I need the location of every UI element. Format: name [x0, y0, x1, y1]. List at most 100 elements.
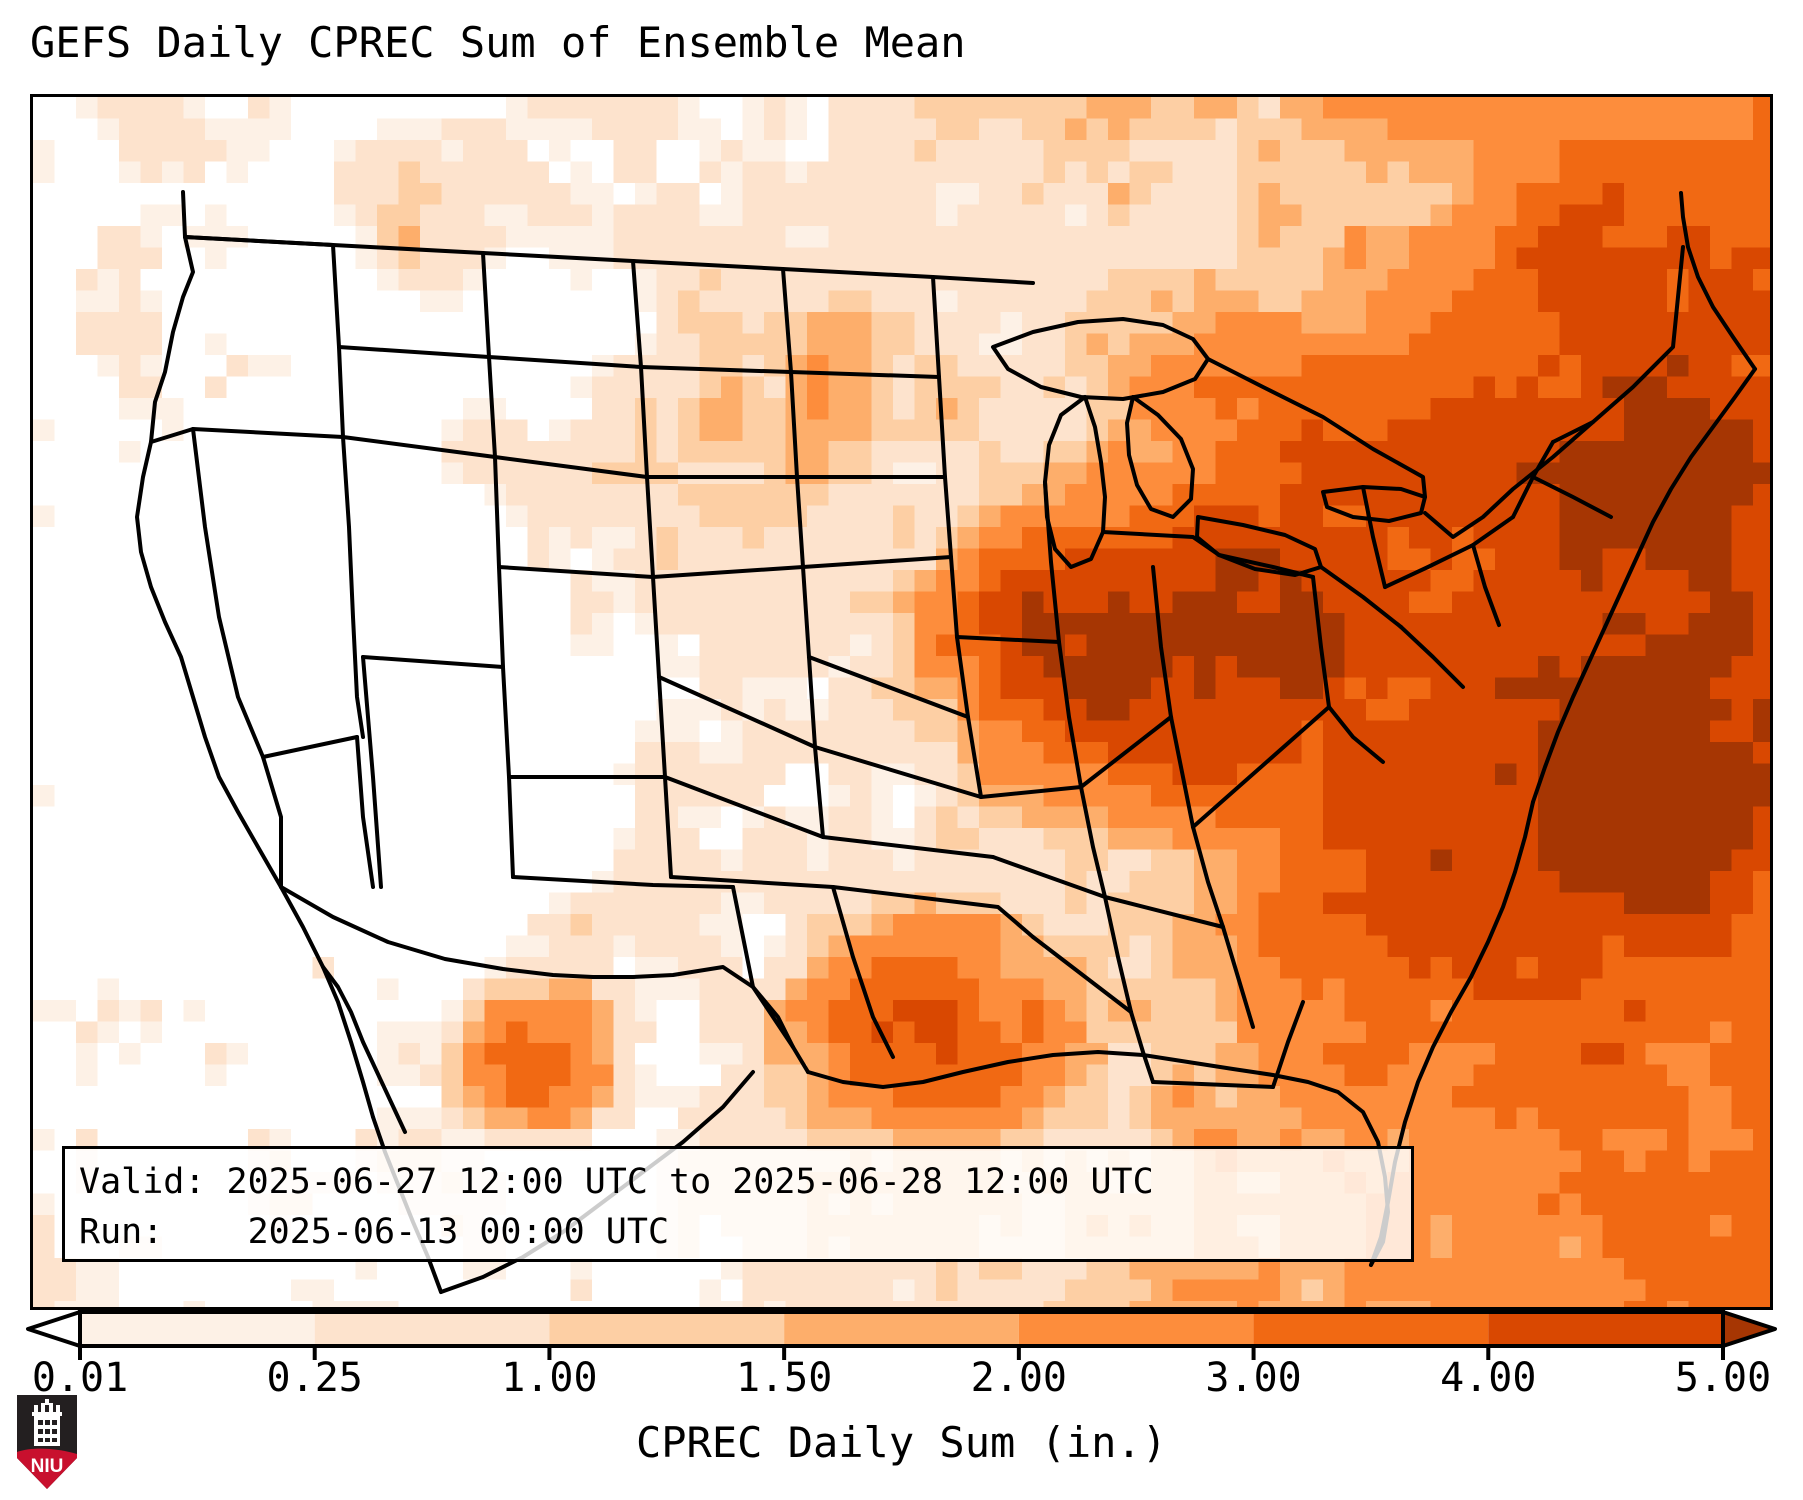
heatmap-cell	[1086, 720, 1109, 743]
heatmap-cell	[1237, 1021, 1260, 1044]
heatmap-cell	[1516, 699, 1539, 722]
heatmap-cell	[1194, 140, 1217, 163]
heatmap-cell	[1495, 419, 1518, 442]
heatmap-cell	[1731, 226, 1754, 249]
heatmap-cell	[1086, 1279, 1109, 1302]
heatmap-cell	[1323, 462, 1346, 485]
heatmap-cell	[1108, 183, 1131, 206]
heatmap-cell	[914, 1258, 937, 1281]
heatmap-cell	[183, 1279, 206, 1302]
heatmap-cell	[1086, 1301, 1109, 1307]
heatmap-cell	[1151, 269, 1174, 292]
heatmap-cell	[1022, 312, 1045, 335]
heatmap-cell	[1022, 742, 1045, 765]
heatmap-cell	[721, 978, 744, 1001]
heatmap-cell	[936, 1086, 959, 1109]
colorbar-under-arrow	[26, 1310, 82, 1348]
heatmap-cell	[570, 1129, 593, 1152]
heatmap-cell	[1151, 247, 1174, 270]
heatmap-cell	[140, 871, 163, 894]
heatmap-cell	[205, 699, 228, 722]
heatmap-cell	[1473, 1086, 1496, 1109]
heatmap-cell	[1645, 312, 1668, 335]
heatmap-cell	[420, 828, 443, 851]
heatmap-cell	[1258, 892, 1281, 915]
heatmap-cell	[1624, 1064, 1647, 1087]
heatmap-cell	[205, 97, 228, 120]
heatmap-cell	[764, 527, 787, 550]
geo-boundary	[337, 345, 491, 359]
heatmap-cell	[484, 720, 507, 743]
heatmap-cell	[269, 763, 292, 786]
heatmap-cell	[1495, 1258, 1518, 1281]
heatmap-cell	[54, 785, 77, 808]
heatmap-cell	[721, 118, 744, 141]
heatmap-cell	[1129, 613, 1152, 636]
heatmap-cell	[1237, 527, 1260, 550]
heatmap-cell	[1323, 140, 1346, 163]
heatmap-cell	[893, 441, 916, 464]
heatmap-cell	[1430, 613, 1453, 636]
heatmap-cell	[1452, 376, 1475, 399]
heatmap-cell	[140, 118, 163, 141]
heatmap-cell	[957, 1107, 980, 1130]
heatmap-cell	[1129, 269, 1152, 292]
heatmap-cell	[377, 1000, 400, 1023]
heatmap-cell	[1409, 677, 1432, 700]
heatmap-cell	[871, 1000, 894, 1023]
heatmap-cell	[1731, 871, 1754, 894]
heatmap-cell	[140, 978, 163, 1001]
heatmap-cell	[1194, 441, 1217, 464]
heatmap-cell	[1495, 613, 1518, 636]
heatmap-cell	[1602, 892, 1625, 915]
heatmap-cell	[828, 527, 851, 550]
heatmap-cell	[291, 183, 314, 206]
heatmap-cell	[1624, 355, 1647, 378]
heatmap-cell	[1344, 914, 1367, 937]
heatmap-cell	[764, 613, 787, 636]
heatmap-cell	[1710, 720, 1733, 743]
heatmap-cell	[613, 376, 636, 399]
heatmap-cell	[1495, 312, 1518, 335]
heatmap-cell	[1022, 97, 1045, 120]
heatmap-cell	[1108, 118, 1131, 141]
heatmap-cell	[1602, 118, 1625, 141]
heatmap-cell	[355, 892, 378, 915]
heatmap-cell	[269, 1301, 292, 1307]
heatmap-cell	[1710, 892, 1733, 915]
heatmap-cell	[1022, 613, 1045, 636]
heatmap-cell	[527, 1279, 550, 1302]
heatmap-cell	[312, 742, 335, 765]
heatmap-cell	[183, 935, 206, 958]
colorbar	[0, 1302, 1803, 1362]
heatmap-cell	[957, 355, 980, 378]
heatmap-cell	[1645, 656, 1668, 679]
heatmap-cell	[1624, 204, 1647, 227]
heatmap-cell	[828, 204, 851, 227]
heatmap-cell	[1624, 118, 1647, 141]
heatmap-cell	[1344, 290, 1367, 313]
heatmap-cell	[1731, 785, 1754, 808]
heatmap-cell	[97, 97, 120, 120]
heatmap-cell	[97, 742, 120, 765]
heatmap-cell	[162, 118, 185, 141]
heatmap-cell	[1323, 1107, 1346, 1130]
heatmap-cell	[1409, 1021, 1432, 1044]
heatmap-cell	[76, 1086, 99, 1109]
heatmap-cell	[355, 355, 378, 378]
heatmap-cell	[1559, 1193, 1582, 1216]
heatmap-cell	[1473, 1236, 1496, 1259]
heatmap-cell	[764, 247, 787, 270]
heatmap-cell	[1581, 763, 1604, 786]
heatmap-cell	[656, 505, 679, 528]
heatmap-cell	[1172, 161, 1195, 184]
heatmap-cell	[527, 720, 550, 743]
heatmap-cell	[1559, 1215, 1582, 1238]
heatmap-cell	[1022, 527, 1045, 550]
heatmap-cell	[1753, 957, 1770, 980]
heatmap-cell	[1667, 570, 1690, 593]
heatmap-cell	[97, 849, 120, 872]
heatmap-cell	[1409, 505, 1432, 528]
heatmap-cell	[205, 312, 228, 335]
heatmap-cell	[570, 935, 593, 958]
